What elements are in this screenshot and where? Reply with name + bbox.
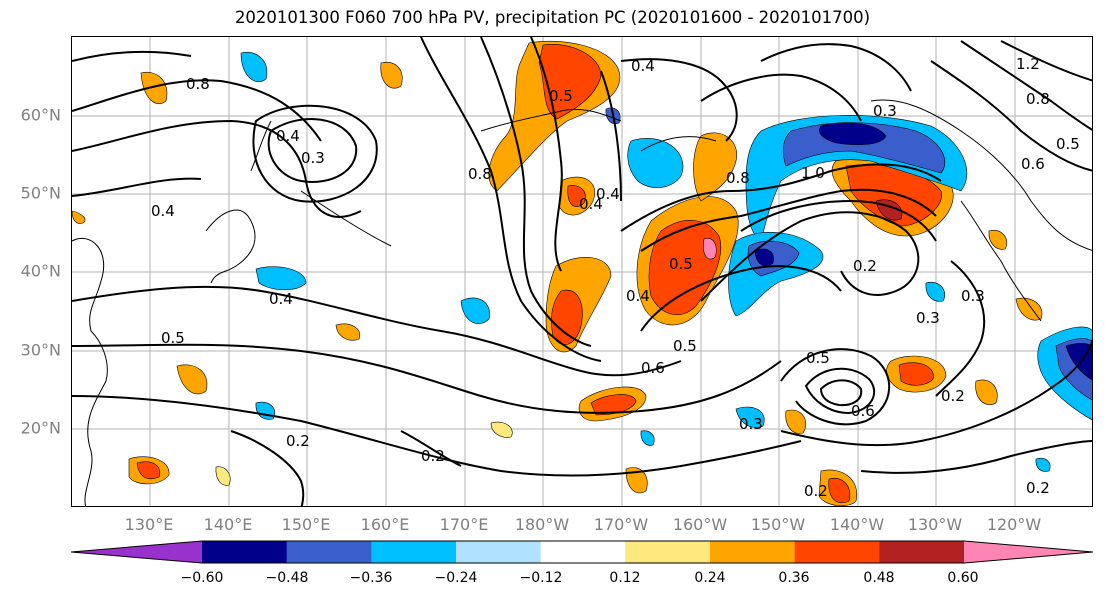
- colorbar-tick: 0.12: [609, 570, 641, 586]
- contour-label: 0.6: [641, 359, 665, 377]
- contour-label: 0.5: [669, 255, 693, 273]
- colorbar-tick: 0.36: [778, 570, 810, 586]
- lon-label-180w: 180°W: [514, 515, 570, 534]
- colorbar-segment: [625, 541, 711, 563]
- contour-labels: 0.8 0.4 0.3 0.4 0.4 0.5 0.2 0.2 0.8 0.5 …: [151, 55, 1080, 500]
- lon-label-130w: 130°W: [907, 515, 963, 534]
- contour-label: 0.6: [1021, 155, 1045, 173]
- lon-label-130e: 130°E: [124, 515, 174, 534]
- colorbar-segments: [71, 541, 1093, 563]
- map-panel: 0.8 0.4 0.3 0.4 0.4 0.5 0.2 0.2 0.8 0.5 …: [71, 36, 1093, 507]
- lon-label-160e: 160°E: [360, 515, 410, 534]
- contour-label: 0.2: [421, 447, 445, 465]
- pv-contours: [72, 37, 1092, 506]
- lat-label-30n: 30°N: [20, 340, 61, 360]
- lat-label-40n: 40°N: [20, 261, 61, 281]
- colorbar-segment: [202, 541, 288, 563]
- colorbar: [71, 540, 1094, 564]
- contour-label: 0.4: [276, 127, 300, 145]
- contour-label: 0.3: [961, 287, 985, 305]
- lon-label-170w: 170°W: [593, 515, 649, 534]
- colorbar-segment: [794, 541, 880, 563]
- contour-label: 0.3: [301, 149, 325, 167]
- lon-label-140e: 140°E: [203, 515, 253, 534]
- contour-label: 0.4: [596, 185, 620, 203]
- lon-label-120w: 120°W: [986, 515, 1042, 534]
- contour-label: 0.4: [269, 290, 293, 308]
- contour-label: 0.8: [186, 75, 210, 93]
- contour-label: 0.2: [1026, 479, 1050, 497]
- contour-label: 0.8: [726, 169, 750, 187]
- contour-label: 0.5: [549, 87, 573, 105]
- contour-label: 0.4: [626, 287, 650, 305]
- contour-label: 0.2: [853, 257, 877, 275]
- contour-label: 0.8: [468, 165, 492, 183]
- contour-label: 0.4: [631, 57, 655, 75]
- contour-label: 0.3: [873, 102, 897, 120]
- lat-label-50n: 50°N: [20, 183, 61, 203]
- lat-label-60n: 60°N: [20, 105, 61, 125]
- map-title: 2020101300 F060 700 hPa PV, precipitatio…: [234, 8, 871, 27]
- colorbar-segment: [371, 541, 457, 563]
- lon-label-150w: 150°W: [750, 515, 806, 534]
- colorbar-segment: [540, 541, 626, 563]
- contour-label: 1.0: [801, 164, 825, 182]
- colorbar-segment: [879, 541, 965, 563]
- colorbar-tick: 0.24: [694, 570, 726, 586]
- contour-label: 0.4: [151, 202, 175, 220]
- colorbar-segment: [71, 541, 202, 563]
- colorbar-segment: [710, 541, 796, 563]
- contour-label: 0.6: [851, 402, 875, 420]
- contour-label: 0.2: [286, 432, 310, 450]
- contour-label: 0.5: [161, 329, 185, 347]
- colorbar-tick: −0.60: [180, 570, 224, 586]
- lon-label-150e: 150°E: [281, 515, 331, 534]
- contour-label: 1.2: [1016, 55, 1040, 73]
- contour-label: 0.4: [579, 195, 603, 213]
- contour-label: 0.3: [739, 415, 763, 433]
- lat-label-20n: 20°N: [20, 418, 61, 438]
- lon-label-170e: 170°E: [439, 515, 489, 534]
- colorbar-tick: 0.60: [947, 570, 979, 586]
- contour-label: 0.5: [806, 349, 830, 367]
- colorbar-tick: −0.12: [519, 570, 563, 586]
- lon-label-140w: 140°W: [829, 515, 885, 534]
- colorbar-tick: −0.36: [349, 570, 393, 586]
- colorbar-tick: 0.48: [863, 570, 895, 586]
- contour-label: 0.2: [941, 387, 965, 405]
- contour-label: 0.8: [1026, 90, 1050, 108]
- contour-label: 0.3: [916, 309, 940, 327]
- coastlines: [72, 99, 1092, 506]
- colorbar-tick: −0.48: [265, 570, 309, 586]
- contour-label: 0.5: [1056, 135, 1080, 153]
- lon-label-160w: 160°W: [672, 515, 728, 534]
- contour-label: 0.2: [804, 482, 828, 500]
- contour-label: 0.5: [673, 337, 697, 355]
- colorbar-segment: [456, 541, 542, 563]
- colorbar-segment: [964, 541, 1093, 563]
- map-canvas: 0.8 0.4 0.3 0.4 0.4 0.5 0.2 0.2 0.8 0.5 …: [72, 37, 1092, 506]
- colorbar-tick: −0.24: [434, 570, 478, 586]
- colorbar-segment: [286, 541, 372, 563]
